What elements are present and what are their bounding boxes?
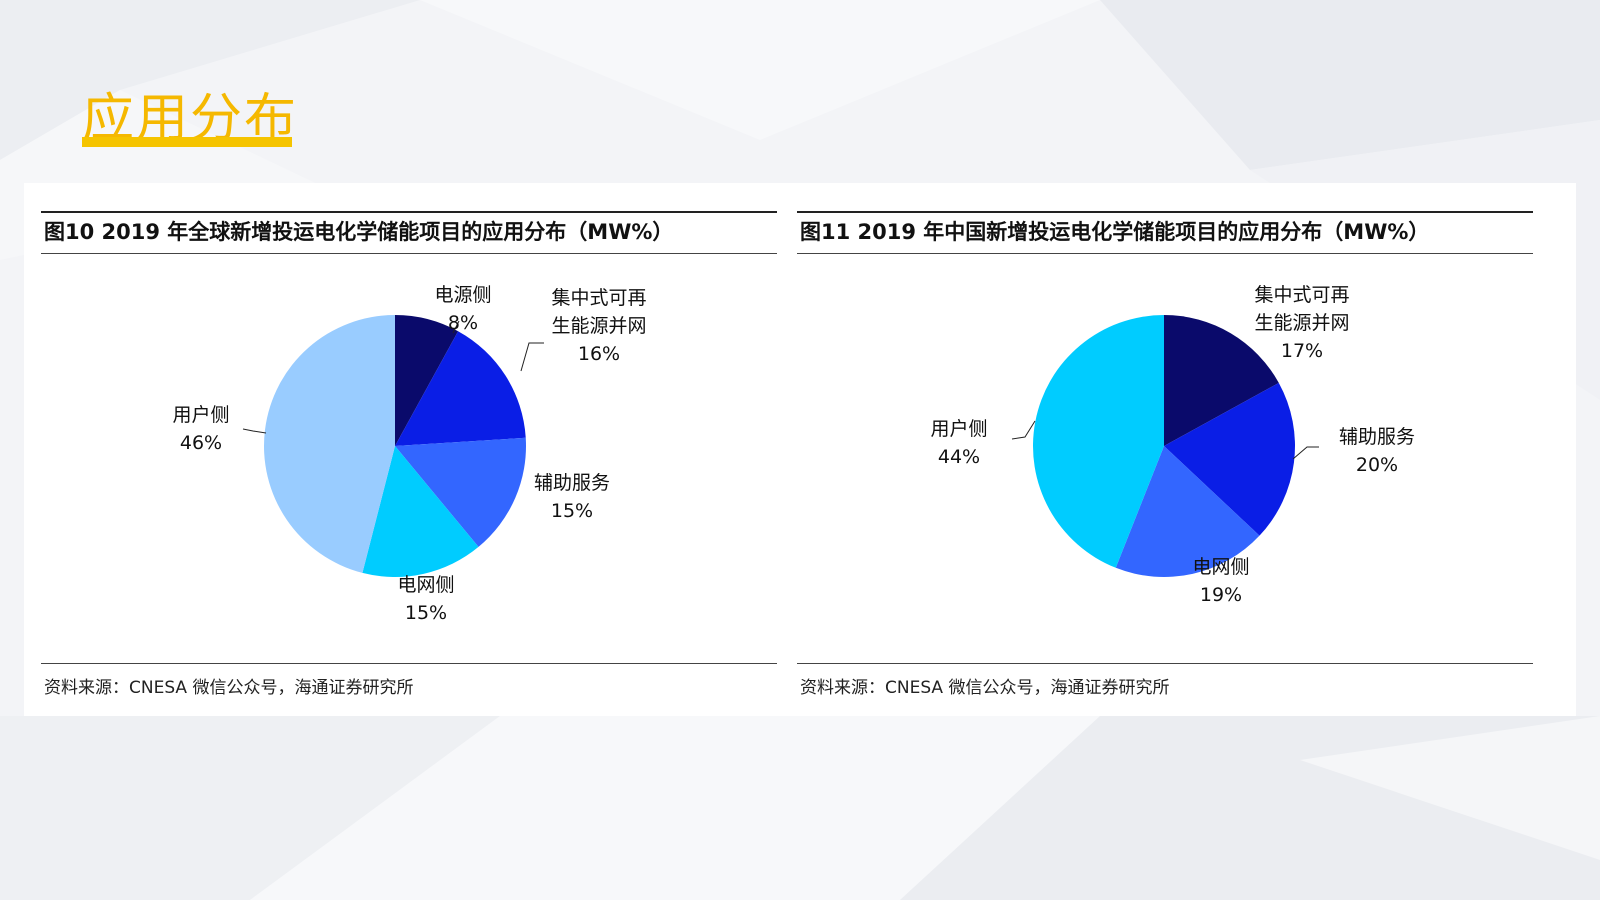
slice-category-label: 电网侧: [1192, 556, 1249, 578]
slice-value-label: 17%: [1281, 340, 1323, 362]
slice-category-label: 辅助服务: [1339, 426, 1415, 448]
top-rule: [797, 211, 1533, 213]
title-rule: [41, 253, 777, 254]
leader-line: [452, 320, 460, 334]
slice-category-label: 用户侧: [172, 404, 229, 426]
source-rule: [797, 663, 1533, 664]
leader-line: [520, 342, 544, 372]
pie-slice: [395, 331, 526, 446]
slice-category-label: 生能源并网: [1254, 312, 1349, 334]
pie-slice: [263, 315, 395, 573]
title-underline: [82, 137, 292, 147]
chart-title: 图11 2019 年中国新增投运电化学储能项目的应用分布（MW%）: [800, 220, 1430, 244]
pie-slice: [362, 446, 479, 577]
top-rule: [41, 211, 777, 213]
charts-panel: 图10 2019 年全球新增投运电化学储能项目的应用分布（MW%） 电源侧 8% 集…: [24, 183, 1576, 716]
leader-line: [242, 428, 267, 434]
title-rule: [797, 253, 1533, 254]
source-rule: [41, 663, 777, 664]
slice-value-label: 20%: [1356, 454, 1398, 476]
slice-category-label: 生能源并网: [551, 315, 646, 337]
slice-category-label: 电源侧: [434, 284, 491, 306]
slice-category-label: 集中式可再: [1254, 284, 1349, 306]
source-note: 资料来源：CNESA 微信公众号，海通证券研究所: [800, 678, 1170, 698]
pie-slice: [1164, 315, 1279, 446]
slice-category-label: 集中式可再: [551, 287, 646, 309]
pie-slice: [1115, 446, 1260, 577]
slice-value-label: 44%: [938, 446, 980, 468]
pie-slice: [1164, 382, 1295, 536]
slice-category-label: 辅助服务: [534, 472, 610, 494]
pie-slice: [395, 437, 526, 547]
slice-value-label: 19%: [1200, 584, 1242, 606]
slice-value-label: 15%: [405, 602, 447, 624]
global-chart: 图10 2019 年全球新增投运电化学储能项目的应用分布（MW%） 电源侧 8% 集…: [41, 183, 777, 716]
slice-value-label: 15%: [551, 500, 593, 522]
chart-title: 图10 2019 年全球新增投运电化学储能项目的应用分布（MW%）: [44, 220, 674, 244]
slice-category-label: 电网侧: [397, 574, 454, 596]
source-note: 资料来源：CNESA 微信公众号，海通证券研究所: [44, 678, 414, 698]
pie-slice: [395, 315, 459, 446]
leader-line: [1292, 446, 1319, 460]
slice-value-label: 16%: [578, 343, 620, 365]
china-chart: 图11 2019 年中国新增投运电化学储能项目的应用分布（MW%） 集中式可再生…: [797, 183, 1533, 716]
slice-category-label: 用户侧: [930, 418, 987, 440]
pie-slice: [1033, 315, 1164, 568]
slice-value-label: 46%: [180, 432, 222, 454]
slice-value-label: 8%: [448, 312, 478, 334]
leader-line: [1011, 420, 1036, 440]
